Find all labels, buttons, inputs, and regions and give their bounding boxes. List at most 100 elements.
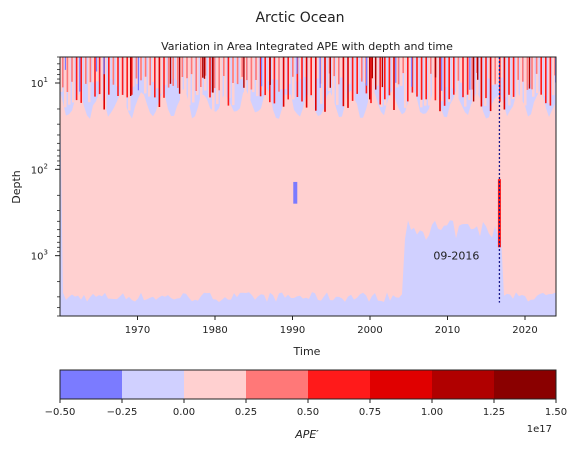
colorbar-frame	[59, 369, 557, 400]
heatmap-streak	[536, 57, 539, 94]
heatmap-spike	[531, 57, 533, 90]
heatmap-spike	[522, 57, 524, 82]
heatmap-bottom-band	[60, 302, 556, 316]
heatmap-streak	[340, 57, 343, 78]
heatmap-speck-negative	[296, 57, 298, 74]
y-axis-ticks: 101 102 103	[31, 56, 60, 317]
heatmap-streak	[312, 57, 315, 108]
heatmap-spike	[227, 57, 230, 106]
heatmap-streak	[548, 57, 551, 104]
heatmap-spike	[347, 57, 349, 108]
heatmap-streak	[336, 57, 339, 105]
heatmap-streak	[248, 57, 251, 100]
heatmap-spike	[508, 57, 510, 95]
heatmap-spike	[342, 57, 345, 107]
heatmap-streak	[228, 57, 231, 99]
heatmap-streak	[500, 57, 503, 78]
plot-frame	[59, 56, 557, 317]
x-tick-label: 2020	[512, 325, 537, 336]
heatmap-spike	[213, 57, 216, 89]
colorbar-bin	[370, 370, 432, 399]
annotation-label: 09-2016	[433, 250, 479, 263]
heatmap-streak	[304, 57, 307, 78]
heatmap-spike	[62, 57, 64, 88]
heatmap-spike	[416, 57, 418, 97]
heatmap-streak	[372, 57, 375, 104]
colorbar: −0.50 −0.25 0.00 0.25 0.50 0.75 1.00 1.25 1.50	[45, 370, 567, 418]
heatmap-streak	[516, 57, 519, 107]
heatmap-streak	[92, 57, 95, 83]
y-tick-label: 102	[31, 162, 48, 176]
heatmap-streak	[220, 57, 223, 111]
heatmap-spike	[361, 57, 363, 82]
heatmap-spike	[66, 57, 69, 92]
heatmap-streak	[124, 57, 127, 108]
x-tick-label: 2000	[357, 325, 382, 336]
heatmap-spike	[512, 57, 515, 97]
heatmap-spike	[181, 57, 184, 77]
heatmap-region	[60, 88, 556, 302]
heatmap-streak	[344, 57, 347, 112]
heatmap-spike	[255, 57, 257, 80]
colorbar-tick-label: −0.50	[45, 407, 76, 418]
heatmap-streak	[436, 57, 439, 111]
x-axis-ticks: 1970 1980 1990 2000 2010 2020	[125, 316, 538, 336]
heatmap-spike	[94, 57, 96, 97]
heatmap-spike	[526, 57, 529, 90]
heatmap-streak	[396, 57, 399, 88]
heatmap-spike	[108, 57, 110, 95]
colorbar-tick-label: 0.50	[297, 407, 319, 418]
heatmap-spike	[117, 57, 119, 96]
heatmap-streak	[256, 57, 259, 97]
heatmap-streak	[188, 57, 191, 106]
heatmap-spike	[75, 57, 78, 101]
colorbar-bin	[432, 370, 494, 399]
heatmap-spike	[471, 57, 473, 90]
heatmap-streak	[64, 57, 67, 108]
colorbar-tick-label: 0.25	[235, 407, 257, 418]
x-tick-label: 1990	[280, 325, 305, 336]
heatmap-streak	[192, 57, 195, 103]
heatmap-streak	[160, 57, 163, 94]
heatmap-streak	[276, 57, 279, 80]
heatmap-streak	[520, 57, 523, 108]
colorbar-bin	[122, 370, 184, 399]
x-tick-label: 1970	[125, 325, 150, 336]
colorbar-tick-label: 1.00	[421, 407, 443, 418]
heatmap-speck-negative	[441, 57, 443, 91]
heatmap-spike	[430, 57, 432, 74]
heatmap-speck-negative	[96, 57, 98, 72]
heatmap-streak	[280, 57, 283, 90]
colorbar-bin	[60, 370, 122, 399]
heatmap-spike	[402, 57, 404, 74]
heatmap-streak	[488, 57, 491, 79]
heatmap-streak	[524, 57, 527, 106]
heatmap-spike	[200, 57, 202, 87]
heatmap-speck-negative	[469, 57, 471, 90]
heatmap-spike	[241, 57, 243, 77]
heatmap-spike	[443, 57, 446, 106]
heatmap-streak	[216, 57, 219, 104]
heatmap-spike	[457, 57, 460, 81]
heatmap-plot-area	[60, 57, 556, 316]
heatmap-streak	[316, 57, 319, 79]
heatmap-streak	[132, 57, 135, 87]
heatmap-spike	[154, 57, 156, 98]
heatmap-spike	[489, 57, 492, 112]
colorbar-offset-label: 1e17	[527, 424, 552, 435]
heatmap-streak	[348, 57, 351, 85]
heatmap-spike	[287, 57, 289, 100]
heatmap-speck-negative	[319, 57, 321, 88]
x-tick-label: 2010	[435, 325, 460, 336]
heatmap-streak	[120, 57, 123, 110]
heatmap-streak	[400, 57, 403, 86]
heatmap-spike-dark	[269, 57, 271, 85]
heatmap-spike-dark	[434, 57, 437, 78]
heatmap-spike	[112, 57, 115, 85]
heatmap-spike	[448, 57, 450, 100]
heatmap-spike	[186, 57, 188, 79]
heatmap-streak	[504, 57, 507, 98]
heatmap-spike	[554, 57, 556, 76]
heatmap-spike	[384, 57, 386, 100]
